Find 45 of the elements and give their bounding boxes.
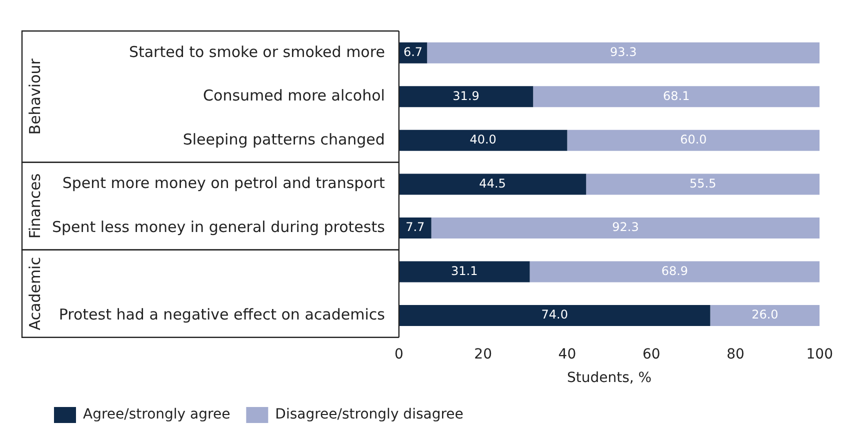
- bar: [398, 261, 530, 282]
- bar: [586, 174, 820, 195]
- bar: [530, 261, 820, 282]
- data-label: 44.5: [479, 176, 506, 190]
- y-tick-label: Started to smoke or smoked more: [128, 42, 385, 61]
- data-label: 93.3: [610, 45, 637, 60]
- bar: [533, 86, 820, 108]
- x-tick-label: 40: [558, 346, 576, 362]
- bar: [427, 42, 820, 64]
- x-tick-label: 100: [806, 346, 834, 362]
- data-label: 68.1: [663, 88, 690, 103]
- text: Finances: [26, 173, 44, 239]
- x-tick-label: 80: [726, 346, 744, 362]
- bar: [398, 305, 710, 326]
- legend-label: Disagree/strongly disagree: [275, 406, 464, 423]
- data-label: 74.0: [541, 308, 568, 322]
- legend-label: Agree/strongly agree: [83, 406, 230, 423]
- y-tick-label: Spent more money on petrol and transport: [62, 174, 386, 192]
- bar: [710, 305, 820, 326]
- text: Behaviour: [26, 58, 44, 135]
- x-axis-title: Students, %: [566, 370, 652, 386]
- data-label: 40.0: [470, 132, 496, 147]
- bar: [398, 86, 534, 108]
- bar: [431, 217, 820, 238]
- data-label: 92.3: [612, 220, 639, 234]
- data-label: 31.9: [452, 88, 480, 103]
- data-label: 7.7: [406, 220, 425, 234]
- x-tick-label: 60: [642, 346, 660, 362]
- x-tick-label: 20: [474, 346, 492, 362]
- data-label: 68.9: [661, 264, 688, 278]
- y-tick-label: Spent less money in general during protests: [52, 218, 386, 236]
- y-tick-label: Protest had a negative effect on academics: [58, 305, 386, 324]
- data-label: 6.7: [403, 45, 423, 60]
- data-label: 55.5: [690, 176, 716, 190]
- bar: [398, 130, 568, 151]
- bar: [398, 174, 586, 195]
- y-tick-label: Consumed more alcohol: [203, 86, 385, 105]
- data-label: 31.1: [450, 264, 478, 278]
- bar: [567, 130, 820, 151]
- data-label: 26.0: [752, 308, 778, 322]
- x-tick-label: 0: [394, 346, 404, 362]
- text: Academic: [26, 257, 44, 330]
- data-label: 60.0: [680, 132, 707, 147]
- bar: [398, 217, 432, 238]
- y-tick-label: Sleeping patterns changed: [182, 130, 385, 148]
